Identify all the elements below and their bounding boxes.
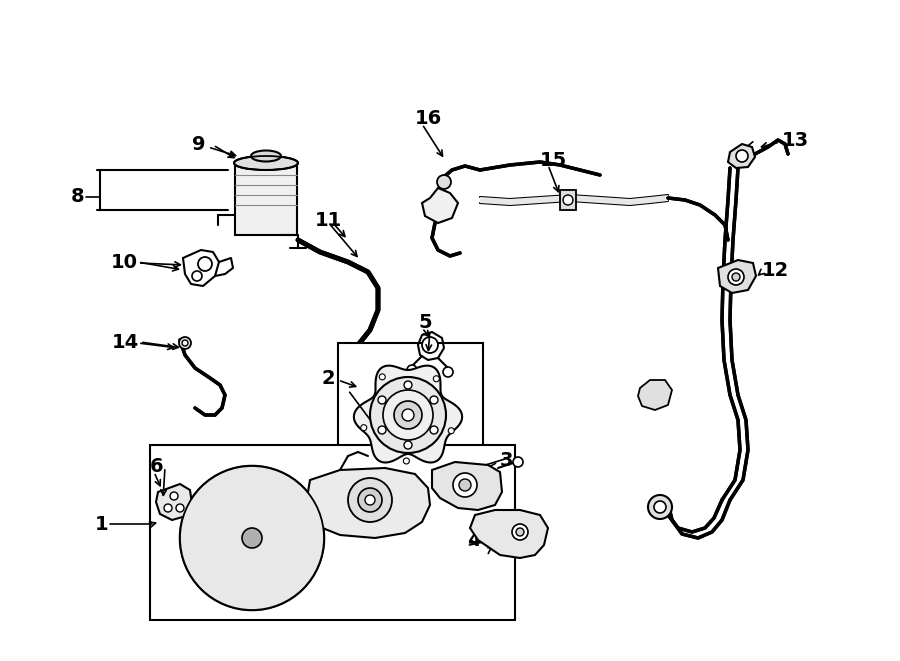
Bar — [235, 165, 297, 235]
Circle shape — [379, 374, 385, 380]
Circle shape — [437, 175, 451, 189]
Text: 6: 6 — [150, 457, 164, 477]
Circle shape — [403, 458, 410, 464]
Circle shape — [459, 479, 471, 491]
Polygon shape — [422, 188, 458, 223]
Circle shape — [378, 396, 386, 404]
Circle shape — [370, 377, 446, 453]
Text: 14: 14 — [112, 332, 140, 352]
Polygon shape — [470, 510, 548, 558]
Text: 2: 2 — [321, 368, 335, 387]
Bar — [338, 343, 483, 473]
Circle shape — [232, 518, 272, 558]
Circle shape — [728, 269, 744, 285]
Ellipse shape — [234, 156, 298, 170]
Circle shape — [358, 488, 382, 512]
Text: 3: 3 — [500, 451, 514, 469]
Circle shape — [179, 337, 191, 349]
Polygon shape — [480, 195, 668, 205]
Circle shape — [430, 426, 438, 434]
Ellipse shape — [251, 151, 281, 161]
Text: 7: 7 — [252, 535, 266, 555]
Polygon shape — [718, 260, 756, 293]
Circle shape — [180, 466, 324, 610]
Circle shape — [433, 375, 439, 382]
Circle shape — [732, 273, 740, 281]
Text: 8: 8 — [70, 188, 84, 206]
Circle shape — [402, 409, 414, 421]
Circle shape — [198, 257, 212, 271]
Text: 5: 5 — [418, 313, 432, 332]
Circle shape — [513, 457, 523, 467]
Circle shape — [365, 495, 375, 505]
Text: 11: 11 — [315, 210, 342, 229]
Circle shape — [443, 367, 453, 377]
Polygon shape — [728, 144, 755, 168]
Text: 12: 12 — [762, 260, 789, 280]
Circle shape — [242, 528, 262, 548]
Circle shape — [448, 428, 454, 434]
Circle shape — [407, 365, 417, 375]
Circle shape — [404, 381, 412, 389]
Circle shape — [736, 150, 748, 162]
Text: 9: 9 — [192, 136, 205, 155]
Circle shape — [394, 401, 422, 429]
Text: 13: 13 — [782, 130, 809, 149]
Circle shape — [348, 478, 392, 522]
Text: 15: 15 — [540, 151, 567, 169]
Circle shape — [430, 396, 438, 404]
Circle shape — [648, 495, 672, 519]
Circle shape — [422, 337, 438, 353]
Circle shape — [170, 492, 178, 500]
Circle shape — [361, 424, 367, 431]
Polygon shape — [305, 468, 430, 538]
Bar — [560, 190, 576, 210]
Circle shape — [220, 506, 284, 570]
Circle shape — [654, 501, 666, 513]
Bar — [150, 445, 515, 620]
Circle shape — [192, 271, 202, 281]
Circle shape — [512, 524, 528, 540]
Text: 4: 4 — [467, 531, 481, 549]
Text: 1: 1 — [94, 514, 108, 533]
Circle shape — [383, 390, 433, 440]
Circle shape — [563, 195, 573, 205]
Text: 10: 10 — [111, 253, 138, 272]
Circle shape — [182, 340, 188, 346]
Polygon shape — [432, 462, 502, 510]
Circle shape — [453, 473, 477, 497]
Circle shape — [164, 504, 172, 512]
Polygon shape — [638, 380, 672, 410]
Circle shape — [516, 528, 524, 536]
Polygon shape — [156, 484, 192, 520]
Circle shape — [404, 441, 412, 449]
Text: 16: 16 — [415, 108, 442, 128]
Circle shape — [180, 466, 324, 610]
Circle shape — [176, 504, 184, 512]
Circle shape — [378, 426, 386, 434]
Polygon shape — [354, 366, 462, 463]
